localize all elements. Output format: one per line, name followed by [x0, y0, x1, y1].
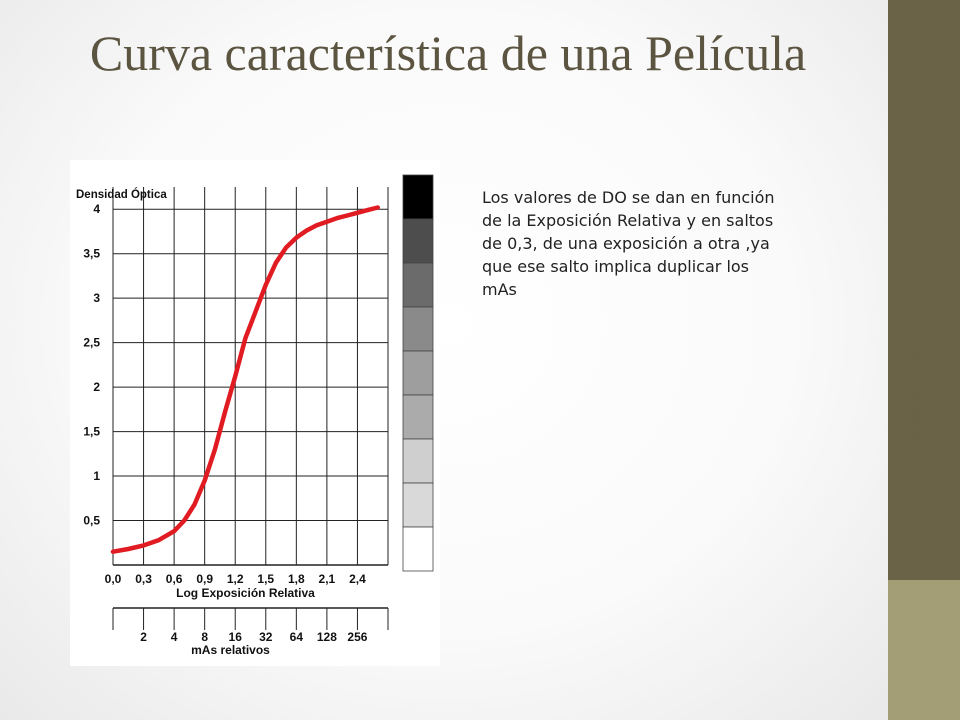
- y-tick-label: 4: [93, 202, 100, 216]
- y-tick-label: 0,5: [83, 514, 100, 528]
- x-tick-label: 0,9: [196, 572, 213, 586]
- mas-tick-label: 64: [290, 630, 304, 644]
- mas-tick-label: 2: [140, 630, 147, 644]
- step-wedge-step: [402, 174, 434, 220]
- y-tick-label: 2,5: [83, 336, 100, 350]
- x-axis-label: Log Exposición Relativa: [176, 586, 315, 600]
- step-wedge-step: [402, 306, 434, 352]
- mas-tick-label: 8: [201, 630, 208, 644]
- step-wedge-step: [402, 350, 434, 396]
- y-tick-label: 3: [93, 291, 100, 305]
- step-wedge-step: [402, 526, 434, 572]
- series-line-0: [110, 205, 381, 554]
- slide-title: Curva característica de una Película: [89, 25, 807, 81]
- y-tick-label: 3,5: [83, 247, 100, 261]
- x-tick-label: 0,6: [166, 572, 183, 586]
- x-tick-label: 0,3: [135, 572, 152, 586]
- website-url: www.jorgeeuillades.com.ar: [908, 326, 924, 514]
- step-wedge-step: [402, 482, 434, 528]
- step-wedge-step: [402, 438, 434, 484]
- mas-tick-label: 32: [259, 630, 273, 644]
- sidebar-bar: [888, 0, 960, 720]
- x-tick-label: 1,2: [227, 572, 244, 586]
- y-tick-label: 1: [93, 469, 100, 483]
- description-text: Los valores de DO se dan en función de l…: [482, 188, 775, 299]
- sidebar-accent-block: [888, 580, 960, 720]
- step-wedge-step: [402, 218, 434, 264]
- step-wedge-step: [402, 262, 434, 308]
- mas-tick-label: 256: [347, 630, 367, 644]
- characteristic-curve-figure: Densidad Óptica 0,5 1 1,5 2 2,5 3 3,5 4 0,0 0,3 0,6…: [70, 160, 440, 666]
- x-tick-label: 2,1: [319, 572, 336, 586]
- x-tick-label: 2,4: [349, 572, 366, 586]
- step-wedge-step: [402, 394, 434, 440]
- mas-tick-label: 128: [317, 630, 337, 644]
- y-tick-label: 2: [93, 380, 100, 394]
- x-tick-label: 0,0: [105, 572, 122, 586]
- mas-tick-label: 16: [229, 630, 243, 644]
- mas-tick-label: 4: [171, 630, 178, 644]
- y-axis-label: Densidad Óptica: [76, 188, 167, 201]
- x-tick-label: 1,5: [257, 572, 274, 586]
- characteristic-curve-chart: Densidad Óptica 0,5 1 1,5 2 2,5 3 3,5 4 0,0 0,3 0,6…: [76, 174, 434, 657]
- x-tick-label: 1,8: [288, 572, 305, 586]
- y-tick-label: 1,5: [83, 425, 100, 439]
- mas-axis-label: mAs relativos: [191, 643, 270, 657]
